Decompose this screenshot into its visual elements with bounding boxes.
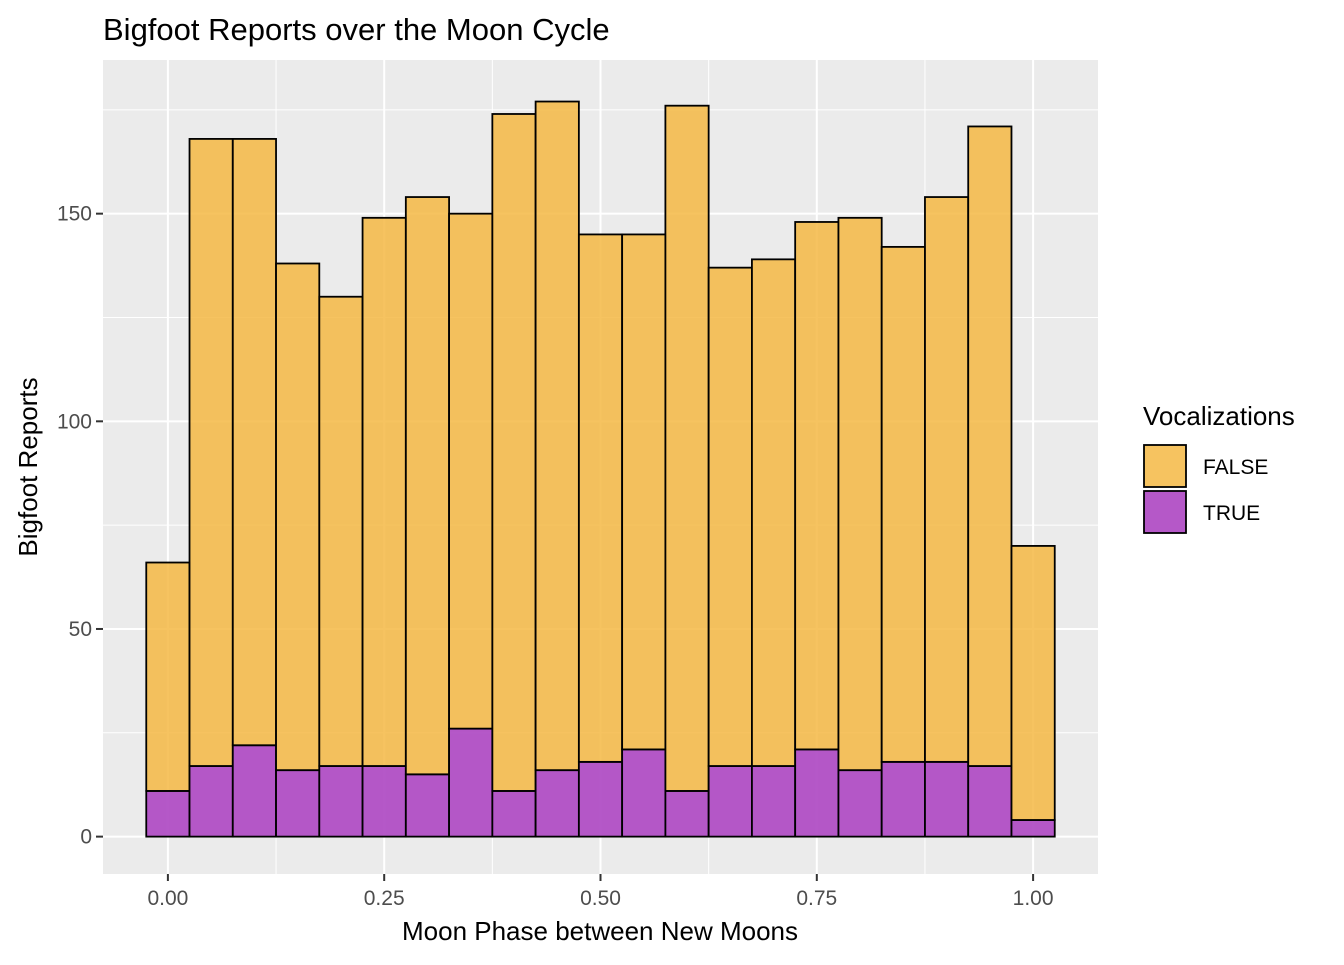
bar-false (188, 138, 234, 767)
x-axis: 0.00 0.25 0.50 0.75 1.00 (147, 874, 1054, 910)
legend-title: Vocalizations (1143, 401, 1295, 431)
bar-true (794, 748, 840, 838)
bar-true (1010, 819, 1056, 838)
bar-false (1010, 545, 1056, 821)
bar-false (275, 262, 321, 772)
bar-true (577, 760, 624, 838)
bar-true (448, 727, 494, 838)
bar-false (577, 233, 624, 763)
bar-false (880, 245, 926, 763)
bar-true (188, 765, 234, 838)
bar-true (491, 790, 537, 838)
x-tick-label: 0.75 (796, 887, 837, 910)
bar-true (621, 748, 667, 838)
bar-true (751, 765, 797, 838)
bar-true (231, 744, 277, 838)
legend-label-false: FALSE (1203, 456, 1268, 479)
legend: Vocalizations FALSE TRUE (1143, 401, 1295, 534)
bar-true (880, 760, 926, 838)
bar-false (621, 233, 667, 751)
legend-label-true: TRUE (1203, 502, 1260, 525)
bar-false (534, 100, 580, 772)
y-axis: 0 50 100 150 (57, 203, 103, 849)
bar-true (664, 790, 710, 838)
x-tick-label: 0.25 (364, 887, 405, 910)
bar-false (751, 258, 797, 767)
x-tick-label: 0.00 (147, 887, 188, 910)
bar-true (275, 769, 321, 838)
bar-true (924, 760, 970, 838)
legend-key-false (1143, 444, 1187, 488)
legend-items: FALSE TRUE (1143, 444, 1268, 534)
y-tick-label: 100 (57, 410, 92, 433)
bar-false (448, 212, 494, 730)
bar-false (707, 266, 753, 767)
bar-true (837, 769, 883, 838)
x-tick-label: 0.50 (580, 887, 621, 910)
bar-false (794, 221, 840, 751)
bar-true (318, 765, 364, 838)
bar-false (491, 113, 537, 792)
legend-key-true (1143, 490, 1187, 534)
chart-title: Bigfoot Reports over the Moon Cycle (103, 12, 610, 47)
bar-true (967, 765, 1013, 838)
bar-true (534, 769, 580, 838)
bar-false (664, 104, 710, 792)
bars (145, 100, 1056, 838)
bar-true (361, 765, 407, 838)
y-tick-label: 150 (57, 203, 92, 226)
bar-true (404, 773, 450, 838)
bar-false (837, 216, 883, 772)
bar-true (145, 790, 191, 838)
bar-false (404, 196, 450, 776)
bar-false (361, 216, 407, 767)
bar-false (967, 125, 1013, 767)
bar-false (231, 138, 277, 747)
y-tick-label: 0 (80, 826, 92, 849)
y-tick-label: 50 (69, 618, 92, 641)
bar-true (707, 765, 753, 838)
x-tick-label: 1.00 (1013, 887, 1054, 910)
x-axis-label: Moon Phase between New Moons (402, 916, 798, 946)
bar-false (145, 561, 191, 792)
bar-false (924, 196, 970, 763)
y-axis-label: Bigfoot Reports (13, 377, 43, 556)
bar-false (318, 295, 364, 767)
